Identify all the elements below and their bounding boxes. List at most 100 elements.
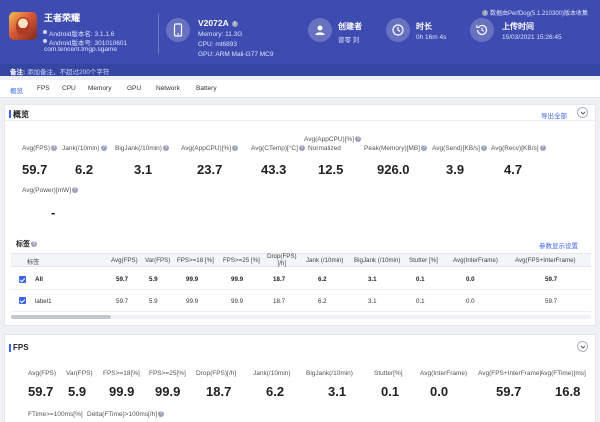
row-checkbox[interactable] (19, 276, 26, 283)
creator-title: 创建者 (338, 22, 362, 31)
metric-label: Avg(AppCPU)[%]? (304, 136, 362, 143)
metric-label: Jank(/10min)? (62, 145, 107, 152)
metric-value: 59.7 (496, 384, 522, 399)
note-field[interactable]: 备注: 添加备注，不超过200个字符 (10, 69, 110, 76)
metric-label: Avg(InterFrame) (420, 370, 468, 377)
column-header: Avg(InterFrame) (453, 257, 498, 264)
tab-bar: 概览 FPS CPU Memory GPU Network Battery (0, 80, 600, 98)
tab-fps[interactable]: FPS (37, 85, 50, 92)
metric-label: FPS>=25[%] (149, 370, 186, 377)
column-header: Avg(FPS) (111, 257, 138, 264)
param-display-settings-link[interactable]: 参数显示设置 (539, 243, 578, 250)
metric-label: Avg(FTime)[ms] (540, 370, 586, 377)
horizontal-scrollbar[interactable] (11, 315, 591, 319)
metric-value: 3.1 (134, 162, 153, 177)
help-icon[interactable]: ? (480, 145, 487, 152)
metric-label: BigJank(/10min) (306, 370, 353, 377)
cell: 99.9 (186, 276, 199, 283)
help-icon[interactable]: ? (31, 241, 37, 248)
app-icon (9, 12, 37, 40)
tab-battery[interactable]: Battery (196, 85, 217, 92)
history-icon (470, 18, 494, 42)
phone-icon (166, 18, 190, 42)
help-icon[interactable]: ? (355, 136, 362, 143)
metric-label: Avg(FPS+InterFrame) (478, 370, 542, 377)
metric-value: 43.3 (261, 162, 287, 177)
metric-label: Avg(AppCPU)[%]? (181, 145, 239, 152)
cell: 99.9 (186, 298, 199, 305)
help-icon[interactable]: ? (298, 145, 305, 152)
tab-memory[interactable]: Memory (88, 85, 112, 92)
metric-value: 926.0 (377, 162, 410, 177)
column-header: Jank (/10min) (306, 257, 344, 264)
clock-icon (386, 18, 410, 42)
metric-label: Var(FPS) (66, 370, 93, 377)
tab-gpu[interactable]: GPU (127, 85, 142, 92)
help-icon[interactable]: ? (539, 145, 546, 152)
fps-header: FPS (5, 335, 595, 353)
app-name: 王者荣耀 (44, 13, 81, 23)
metric-label: Avg(FPS)? (22, 145, 58, 152)
export-all-link[interactable]: 导出全部 (541, 113, 567, 120)
device-memory: Memory: 11.3G (198, 31, 243, 38)
metric-label-sub: Normalized (308, 145, 341, 152)
row-checkbox[interactable] (19, 297, 26, 304)
scrollbar-thumb[interactable] (11, 315, 111, 319)
device-model: V2072A i (198, 18, 238, 28)
metric-label: Avg(Send)[KB/s]? (432, 145, 487, 152)
metric-label: Avg(Recv)[KB/s]? (491, 145, 546, 152)
cell: 99.9 (231, 276, 244, 283)
duration-title: 时长 (416, 22, 432, 31)
creator-value: 曾零 刘 (338, 37, 360, 44)
android-version-name: Android版本名: 3.1.1.6 (49, 31, 115, 38)
cell: 99.9 (231, 298, 244, 305)
chevron-down-icon (580, 111, 585, 115)
metric-value: 16.8 (555, 384, 581, 399)
user-icon (308, 18, 332, 42)
metric-value: 59.7 (22, 162, 48, 177)
cell: 6.2 (318, 276, 327, 283)
help-icon[interactable]: ? (158, 411, 165, 418)
metric-label: Jank(/10min) (253, 370, 291, 377)
device-gpu: GPU: ARM Mali-G77 MC9 (198, 51, 274, 58)
metric-label: FPS>=18[%] (103, 370, 140, 377)
metric-label: Drop(FPS)[/h] (196, 370, 237, 377)
cell: 3.1 (368, 276, 377, 283)
help-icon[interactable]: ? (162, 145, 169, 152)
metric-value: 3.9 (446, 162, 465, 177)
collapse-button[interactable] (577, 107, 588, 118)
metric-value: 5.9 (68, 384, 87, 399)
note-bar[interactable]: 备注: 添加备注，不超过200个字符 (0, 64, 600, 76)
cell: 59.7 (116, 276, 129, 283)
labels-table-header: 标签 Avg(FPS) Var(FPS) FPS>=18 [%] FPS>=25… (11, 253, 591, 267)
help-icon[interactable]: ? (72, 187, 78, 194)
cell: 59.7 (545, 276, 558, 283)
labels-title: 标签? (16, 241, 37, 248)
cell: 0.0 (466, 276, 475, 283)
overview-header: 概览 导出全部 (5, 105, 595, 121)
cell: 0.1 (416, 276, 425, 283)
help-icon[interactable]: ? (420, 145, 427, 152)
cell: 18.7 (273, 298, 286, 305)
android-version-code: Android版本号: 301010601 (49, 40, 128, 47)
metric-value: 3.1 (328, 384, 347, 399)
help-icon[interactable]: ? (51, 145, 58, 152)
info-icon[interactable]: i (231, 20, 238, 27)
table-row[interactable]: label1 59.7 5.9 99.9 99.9 18.7 6.2 3.1 0… (11, 290, 591, 312)
device-cpu: CPU: mt6893 (198, 41, 238, 48)
tab-overview[interactable]: 概览 (10, 88, 23, 95)
cell: 0.1 (416, 298, 425, 305)
cell: 59.7 (116, 298, 129, 305)
metric-value: 0.0 (430, 384, 449, 399)
collapse-button[interactable] (577, 341, 588, 352)
table-row[interactable]: All 59.7 5.9 99.9 99.9 18.7 6.2 3.1 0.1 … (11, 268, 591, 290)
metric-value: 6.2 (266, 384, 285, 399)
tab-network[interactable]: Network (156, 85, 180, 92)
help-icon[interactable]: ? (100, 145, 107, 152)
help-icon[interactable]: ? (232, 145, 239, 152)
fps-panel: FPS Avg(FPS) 59.7 Var(FPS) 5.9 FPS>=18[%… (4, 334, 596, 422)
row-label: All (35, 276, 43, 283)
tab-cpu[interactable]: CPU (62, 85, 76, 92)
metric-value: 59.7 (28, 384, 54, 399)
metric-value: 4.7 (504, 162, 523, 177)
